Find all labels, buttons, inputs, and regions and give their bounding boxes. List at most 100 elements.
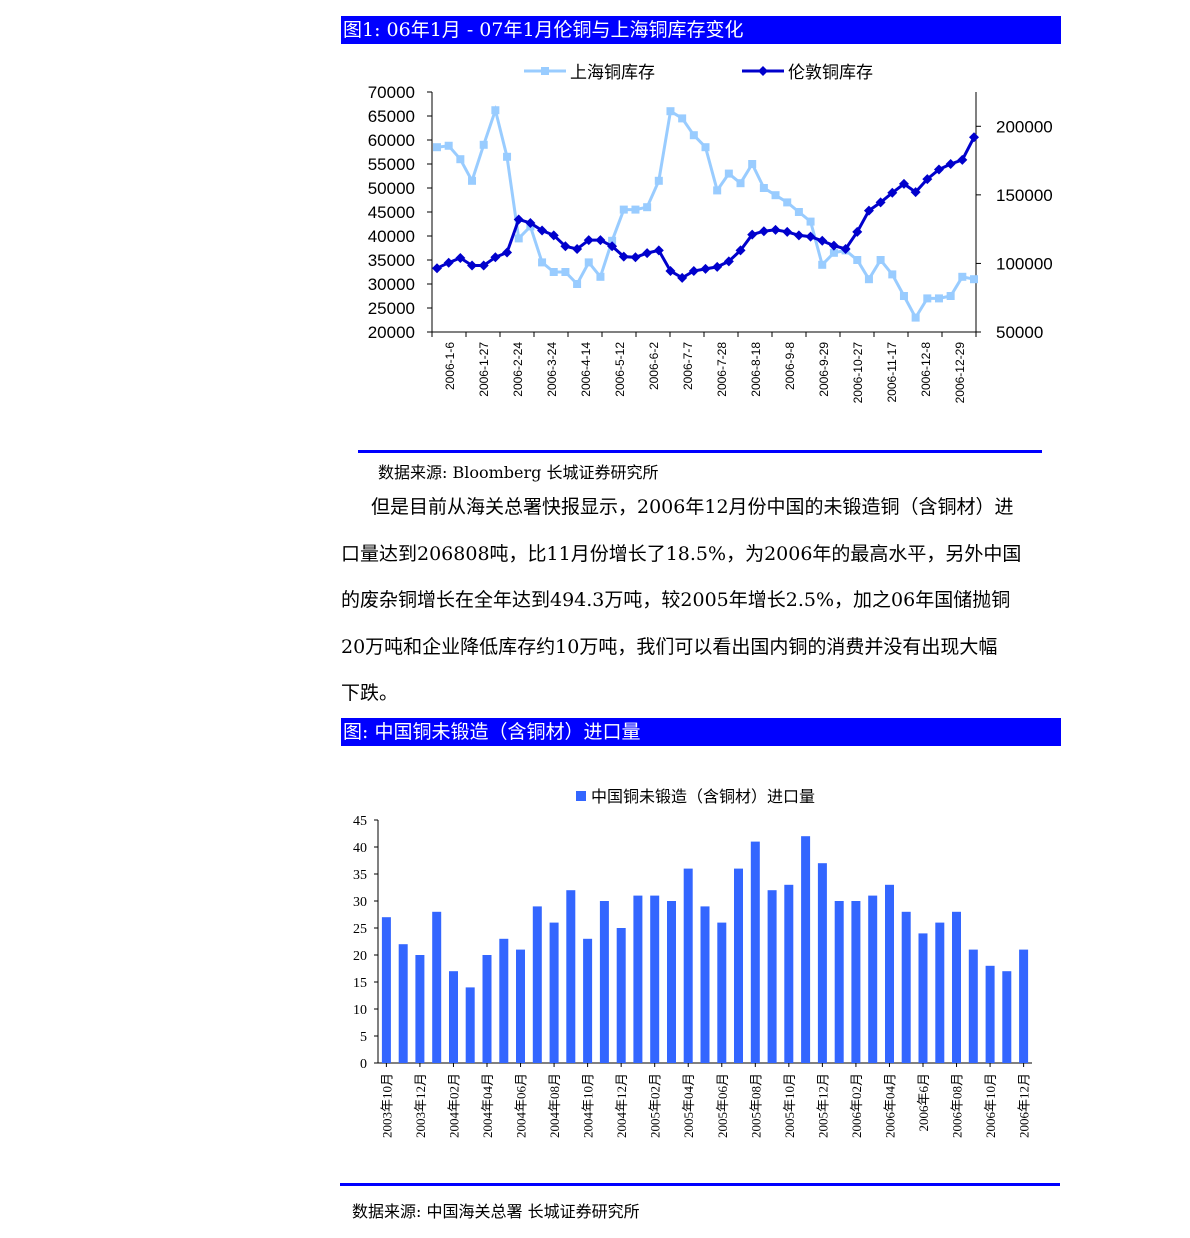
- shanghai-data-point: [666, 107, 675, 116]
- import-bar: [465, 987, 475, 1063]
- london-data-point: [910, 187, 921, 198]
- london-data-point: [467, 260, 478, 271]
- shanghai-data-point: [701, 143, 710, 152]
- london-data-point: [630, 252, 641, 263]
- import-bar: [650, 895, 660, 1063]
- london-data-point: [700, 263, 711, 274]
- import-bar: [851, 901, 861, 1063]
- figure2-source: 数据来源: 中国海关总署 长城证券研究所: [352, 1202, 640, 1221]
- london-data-point: [747, 229, 758, 240]
- london-data-point: [490, 252, 501, 263]
- x-tick-label: 2004年08月: [547, 1073, 562, 1138]
- x-tick-label: 2006-10-27: [851, 342, 865, 404]
- x-tick-label: 2003年12月: [413, 1073, 428, 1138]
- shanghai-data-point: [829, 248, 838, 257]
- shanghai-data-point: [678, 114, 687, 123]
- import-bar: [717, 922, 727, 1063]
- london-data-point: [513, 214, 524, 225]
- x-tick-label: 2004年10月: [581, 1073, 596, 1138]
- import-bar: [817, 863, 827, 1063]
- import-bar: [432, 911, 442, 1063]
- left-y-tick-label: 60000: [368, 131, 415, 150]
- import-bar: [616, 928, 626, 1063]
- x-tick-label: 2006-3-24: [545, 342, 559, 397]
- y-tick-label: 5: [360, 1030, 367, 1045]
- shanghai-data-point: [608, 236, 617, 245]
- london-data-point: [525, 217, 536, 228]
- import-bar: [935, 922, 945, 1063]
- x-tick-label: 2006-1-6: [443, 342, 457, 390]
- import-bar: [532, 906, 542, 1063]
- import-bar: [381, 917, 391, 1063]
- shanghai-data-point: [713, 186, 722, 195]
- london-data-point: [840, 244, 851, 255]
- x-tick-label: 2005年04月: [681, 1073, 696, 1138]
- import-bar: [599, 901, 609, 1063]
- shanghai-data-point: [689, 131, 698, 140]
- left-y-tick-label: 20000: [368, 323, 415, 342]
- shanghai-data-point: [923, 294, 932, 303]
- import-bar: [918, 933, 928, 1063]
- shanghai-data-point: [444, 141, 453, 150]
- x-tick-label: 2006-11-17: [885, 342, 899, 403]
- london-data-point: [957, 154, 968, 165]
- figure2-title: 图: 中国铜未锻造（含铜材）进口量: [341, 718, 1061, 746]
- x-tick-label: 2006-5-12: [613, 342, 627, 397]
- paragraph-line-4: 20万吨和企业降低库存约10万吨，我们可以看出国内铜的消费并没有出现大幅: [341, 635, 998, 658]
- london-data-point: [852, 226, 863, 237]
- shanghai-data-point: [619, 205, 628, 214]
- london-data-point: [618, 251, 629, 262]
- shanghai-data-point: [794, 208, 803, 216]
- import-bar: [885, 884, 894, 1063]
- shanghai-data-point: [759, 184, 768, 192]
- shanghai-data-point: [864, 275, 873, 284]
- london-data-point: [945, 159, 956, 169]
- london-data-point: [548, 230, 559, 241]
- legend-london-label: 伦敦铜库存: [788, 63, 873, 82]
- london-data-point: [455, 252, 466, 263]
- shanghai-data-point: [631, 205, 640, 214]
- x-tick-label: 2006-4-14: [579, 342, 593, 397]
- london-data-point: [793, 230, 804, 241]
- london-data-point: [478, 260, 489, 271]
- import-bar: [482, 955, 492, 1063]
- london-data-point: [572, 244, 583, 255]
- legend-shanghai-marker: [541, 67, 549, 75]
- x-tick-label: 2006-12-29: [953, 342, 967, 404]
- import-bar: [700, 906, 710, 1063]
- figure2-divider: [340, 1183, 1060, 1186]
- shanghai-data-point: [970, 275, 978, 284]
- shanghai-data-point: [958, 272, 967, 281]
- london-data-point: [443, 257, 454, 268]
- y-tick-label: 25: [353, 922, 367, 937]
- right-y-tick-label: 200000: [996, 117, 1053, 136]
- import-bar: [901, 911, 911, 1063]
- paragraph-line-3: 的废杂铜增长在全年达到494.3万吨，较2005年增长2.5%，加之06年国储抛…: [341, 589, 1011, 611]
- x-tick-label: 2006年10月: [983, 1073, 998, 1138]
- import-bar: [784, 884, 794, 1063]
- x-tick-label: 2006年6月: [916, 1073, 931, 1132]
- import-bar: [801, 836, 811, 1063]
- x-tick-label: 2006-9-8: [783, 342, 797, 390]
- paragraph-line-1: 但是目前从海关总署快报显示，2006年12月份中国的未锻造铜（含铜材）进: [371, 496, 1014, 518]
- x-tick-label: 2006-7-28: [715, 342, 729, 397]
- import-bar: [499, 938, 509, 1063]
- london-data-point: [863, 205, 874, 216]
- x-tick-label: 2006年12月: [1017, 1073, 1032, 1138]
- y-tick-label: 0: [360, 1057, 367, 1072]
- right-y-tick-label: 100000: [996, 254, 1053, 273]
- x-tick-label: 2005年02月: [648, 1073, 663, 1138]
- right-y-tick-label: 50000: [996, 323, 1043, 342]
- shanghai-data-point: [876, 256, 885, 264]
- figure1-title: 图1: 06年1月 - 07年1月伦铜与上海铜库存变化: [341, 16, 1061, 44]
- x-tick-label: 2006-9-29: [817, 342, 831, 397]
- left-y-tick-label: 50000: [368, 179, 415, 198]
- left-y-tick-label: 25000: [368, 299, 415, 318]
- y-tick-label: 40: [353, 841, 367, 856]
- london-data-point: [688, 265, 699, 276]
- left-y-tick-label: 40000: [368, 227, 415, 246]
- import-bar: [633, 895, 643, 1063]
- london-data-point: [922, 174, 933, 185]
- y-tick-label: 30: [353, 895, 367, 910]
